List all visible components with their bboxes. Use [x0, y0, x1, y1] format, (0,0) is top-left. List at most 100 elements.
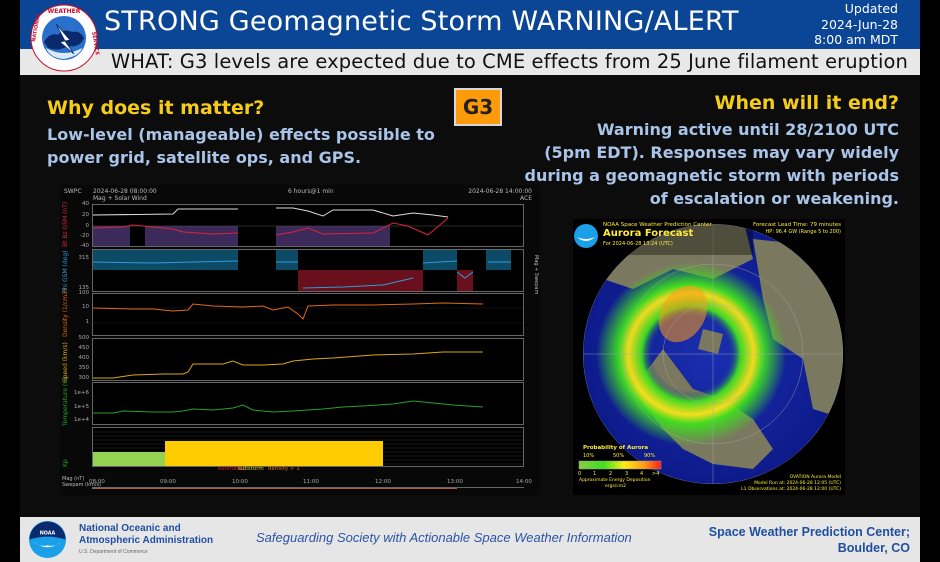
tick: 500 [78, 335, 90, 341]
aurora-legend-pct-50: 50% [613, 453, 625, 459]
chart-source: SWPC [64, 188, 82, 195]
x-axis-line [92, 487, 524, 488]
aurora-legend-pct-10: 10% [583, 453, 595, 459]
chart-right-label: Mag + Swepam [533, 255, 539, 295]
panel-speed [92, 338, 524, 381]
tick: 1 [85, 319, 90, 325]
x-tick: 14:00 [516, 479, 532, 485]
x-tick: 13:00 [447, 479, 463, 485]
chart-start-time: 2024-06-28 08:00:00 [93, 188, 157, 195]
footer-tagline: Safeguarding Society with Actionable Spa… [256, 530, 632, 545]
tick: 100 [78, 290, 90, 296]
panel-label-phi: Phi GSM (deg) [62, 250, 69, 293]
when-heading: When will it end? [714, 92, 899, 114]
panel-density [92, 293, 524, 336]
updated-time: 8:00 am MDT [814, 32, 898, 47]
why-heading: Why does it matter? [47, 97, 265, 119]
tick: 350 [78, 365, 90, 371]
svg-text:WEATHER: WEATHER [48, 8, 81, 15]
noaa-name: National Oceanic and Atmospheric Adminis… [79, 523, 213, 547]
x-axis-label-mag: Mag (nT) [62, 476, 85, 482]
aurora-legend-pct-90: 90% [644, 453, 656, 459]
panel-label-temperature: Temperature (K) [62, 377, 69, 426]
x-tick: 12:00 [375, 479, 391, 485]
updated-date: 2024-Jun-28 [821, 16, 898, 32]
panel-bt-bz [92, 204, 524, 247]
when-line-1: Warning active until 28/2100 UTC [596, 120, 899, 139]
tick: 315 [78, 255, 90, 261]
when-line-3: during a geomagnetic storm with periods [524, 166, 899, 185]
chart-end-time: 2024-06-28 14:00:00 [468, 188, 532, 195]
panel-label-speed: Speed (km/s) [62, 342, 69, 382]
aurora-observations: L1 Observations at: 2024-06-28 12:00 (UT… [741, 487, 841, 492]
aurora-legend-title: Probability of Aurora [583, 445, 649, 451]
panel-temperature [92, 382, 524, 425]
x-tick: 10:00 [232, 479, 248, 485]
noaa-department: U.S. Department of Commerce [79, 549, 148, 555]
svg-text:NATIONAL: NATIONAL [31, 13, 42, 43]
data-coverage-bar [92, 488, 457, 489]
updated-label: Updated [844, 1, 898, 16]
tick: -40 [80, 243, 89, 249]
x-tick: 11:00 [303, 479, 319, 485]
chart-satellite: ACE [520, 195, 532, 202]
swpc-location: Space Weather Prediction Center; Boulder… [709, 524, 910, 556]
panel-label-bt-bz: Bt Bz GSM (nT) [62, 201, 69, 247]
noaa-logo-icon: NOAA [28, 520, 67, 559]
aurora-forecast-map: NOAA Space Weather Prediction Center Aur… [573, 219, 845, 495]
swpc-line-1: Space Weather Prediction Center; [708, 525, 910, 539]
footer-bar: NOAA National Oceanic and Atmospheric Ad… [20, 517, 920, 562]
when-body: Warning active until 28/2100 UTC (5pm ED… [499, 118, 899, 210]
noaa-name-line-2: Atmospheric Administration [79, 535, 214, 546]
when-line-4: of escalation or weakening. [649, 189, 899, 208]
aurora-model-run: Model Run at: 2024-06-28 12:05 (UTC) [754, 481, 841, 486]
tick: -20 [80, 233, 89, 239]
g-scale-badge: G3 [454, 88, 502, 126]
tick: 300 [78, 375, 90, 381]
why-body: Low-level (manageable) effects possible … [47, 125, 435, 167]
header-bar: STRONG Geomagnetic Storm WARNING/ALERT U… [20, 0, 920, 49]
aurora-scale-tick: >4 [652, 471, 660, 477]
page-title: STRONG Geomagnetic Storm WARNING/ALERT [104, 6, 739, 37]
tick: 40 [82, 201, 89, 207]
panel-label-kp: Kp [62, 459, 69, 467]
when-line-2: (5pm EDT). Responses may vary widely [544, 143, 899, 162]
aurora-scale-tick: 1 [593, 471, 597, 477]
what-bar: WHAT: G3 levels are expected due to CME … [20, 49, 920, 75]
aurora-scale-tick: 3 [625, 471, 629, 477]
kp-legend-substorm: substorm [238, 466, 264, 472]
tick: 400 [78, 355, 90, 361]
tick: 1e+4 [74, 417, 89, 423]
aurora-org: NOAA Space Weather Prediction Center [603, 222, 712, 228]
tick: 450 [78, 345, 90, 351]
nws-logo-icon: WEATHER NATIONAL SERVICE [30, 4, 100, 72]
tick: 1e+5 [74, 404, 89, 410]
swpc-line-2: Boulder, CO [837, 541, 910, 555]
chart-subtitle: Mag + Solar Wind [93, 195, 147, 202]
aurora-title: Aurora Forecast [603, 228, 694, 239]
tick: 10 [82, 304, 89, 310]
chart-span: 6 hours@1 min [288, 188, 334, 195]
aurora-hp: HP: 96.4 GW (Range 5 to 200) [765, 229, 841, 235]
aurora-scale-tick: 4 [640, 471, 644, 477]
tick: 135 [78, 285, 90, 291]
svg-text:SERVICE: SERVICE [90, 31, 100, 56]
panel-kp [92, 427, 524, 467]
aurora-lead-time: Forecast Lead Time: 79 minutes [752, 222, 841, 228]
panel-label-density: Density (1/cm3) [62, 288, 69, 337]
aurora-model: OVATION Aurora Model [789, 475, 841, 480]
aurora-scale-tick: 2 [609, 471, 613, 477]
tick: 20 [82, 212, 89, 218]
noaa-name-line-1: National Oceanic and [79, 523, 181, 534]
x-tick: 08:00 [89, 479, 105, 485]
kp-legend-density: density > 1 [268, 466, 300, 472]
svg-text:NOAA: NOAA [40, 531, 56, 537]
aurora-scale-tick: 0 [578, 471, 582, 477]
tick: 1e+6 [74, 390, 89, 396]
aurora-globe-icon [573, 219, 845, 495]
alert-slide: STRONG Geomagnetic Storm WARNING/ALERT U… [20, 0, 920, 562]
what-text: WHAT: G3 levels are expected due to CME … [110, 50, 908, 73]
tick: 0 [85, 223, 90, 229]
aurora-for-time: For 2024-06-28 13:24 (UTC) [603, 241, 673, 247]
panel-phi [92, 249, 524, 292]
